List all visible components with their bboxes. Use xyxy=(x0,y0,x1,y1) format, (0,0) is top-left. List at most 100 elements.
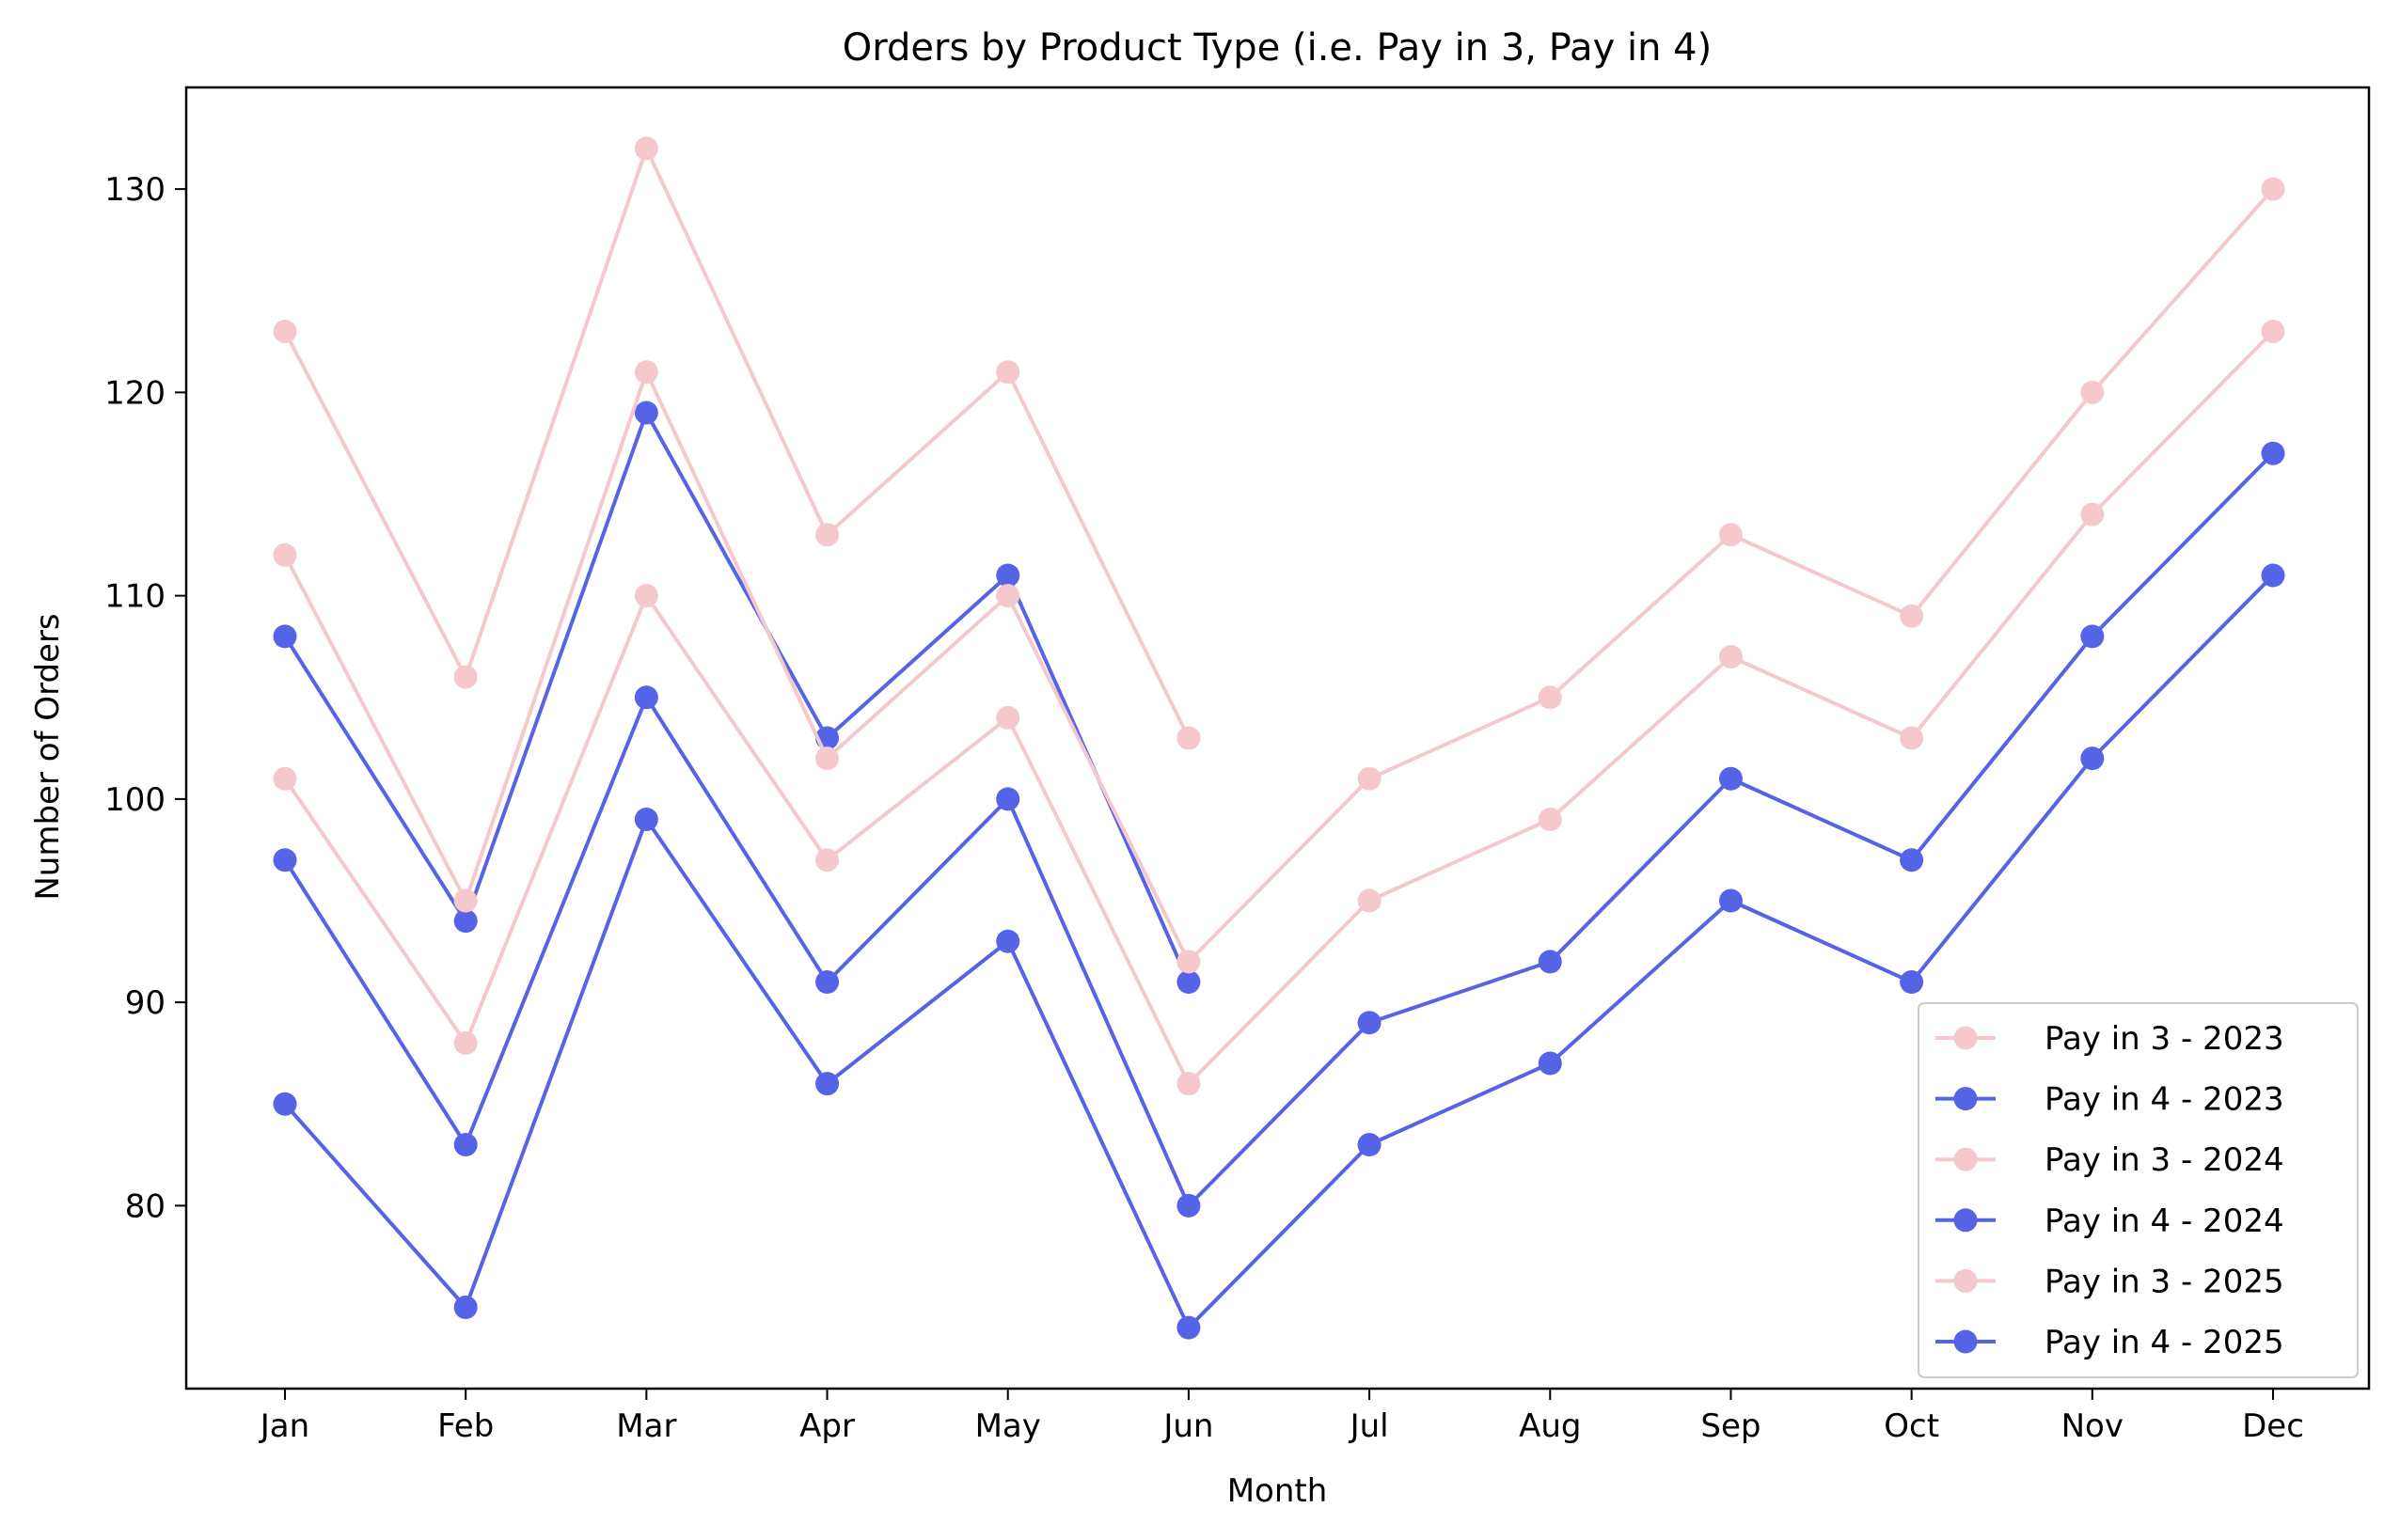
y-axis-ticks: 80 90 100 110 120 130 xyxy=(104,171,186,1225)
data-point xyxy=(1176,950,1201,974)
data-point xyxy=(2080,502,2105,526)
legend-marker xyxy=(1953,1026,1978,1050)
data-point xyxy=(1176,1193,1201,1218)
x-tick-label: Jan xyxy=(259,1407,309,1445)
legend-item: Pay in 3 - 2025 xyxy=(1935,1263,2284,1300)
data-point xyxy=(996,563,1020,588)
data-point xyxy=(1900,848,1924,872)
data-point xyxy=(453,909,478,934)
legend-marker xyxy=(1953,1268,1978,1293)
data-point xyxy=(815,1072,840,1096)
data-point xyxy=(815,848,840,872)
data-point xyxy=(2080,746,2105,771)
data-point xyxy=(1900,970,1924,994)
data-point xyxy=(1718,766,1743,791)
data-point xyxy=(2080,380,2105,404)
x-tick-label: Dec xyxy=(2242,1407,2304,1445)
x-tick-label: May xyxy=(975,1407,1041,1445)
data-point xyxy=(996,360,1020,385)
data-point xyxy=(2261,320,2285,343)
data-point xyxy=(1357,888,1382,913)
data-point xyxy=(2080,624,2105,649)
data-point xyxy=(453,888,478,913)
data-point xyxy=(273,320,297,343)
data-point xyxy=(1176,1072,1201,1096)
data-point xyxy=(815,523,840,547)
data-point xyxy=(815,970,840,994)
legend-marker xyxy=(1953,1329,1978,1354)
data-point xyxy=(273,766,297,791)
legend-item: Pay in 4 - 2023 xyxy=(1935,1081,2284,1119)
legend-marker xyxy=(1953,1208,1978,1233)
data-point xyxy=(1176,1315,1201,1340)
series-layer xyxy=(273,136,2285,1340)
y-tick-label: 90 xyxy=(125,984,166,1022)
legend-label: Pay in 4 - 2024 xyxy=(2045,1202,2284,1240)
plot-frame xyxy=(184,86,2371,1391)
x-tick-label: Apr xyxy=(799,1407,855,1445)
legend-box xyxy=(1918,1002,2359,1378)
data-point xyxy=(453,1030,478,1055)
x-tick-label: Feb xyxy=(437,1407,494,1445)
y-tick-label: 110 xyxy=(104,578,166,616)
data-point xyxy=(273,542,297,567)
legend-label: Pay in 4 - 2025 xyxy=(2045,1324,2284,1361)
data-point xyxy=(634,136,658,161)
series-pay-in-4-2023 xyxy=(273,401,1201,994)
y-tick-label: 100 xyxy=(104,781,166,819)
y-tick-label: 80 xyxy=(125,1187,166,1225)
y-axis-label: Number of Orders xyxy=(29,613,67,900)
data-point xyxy=(996,929,1020,953)
data-point xyxy=(996,705,1020,730)
legend-marker xyxy=(1953,1087,1978,1111)
data-point xyxy=(273,1092,297,1116)
x-tick-label: Sep xyxy=(1700,1407,1761,1445)
series-pay-in-4-2024 xyxy=(273,441,2285,1218)
data-point xyxy=(1538,950,1562,974)
x-tick-label: Nov xyxy=(2061,1407,2124,1445)
legend-marker xyxy=(1953,1147,1978,1171)
chart-title: Orders by Product Type (i.e. Pay in 3, P… xyxy=(843,26,1712,70)
data-point xyxy=(453,1296,478,1319)
x-tick-label: Jun xyxy=(1161,1407,1213,1445)
data-point xyxy=(634,685,658,710)
data-point xyxy=(1538,685,1562,710)
data-point xyxy=(453,665,478,689)
data-point xyxy=(1718,645,1743,668)
data-point xyxy=(1176,726,1201,750)
legend-item: Pay in 4 - 2024 xyxy=(1935,1202,2284,1240)
data-point xyxy=(634,808,658,831)
legend-label: Pay in 3 - 2024 xyxy=(2045,1141,2284,1179)
series-line xyxy=(283,574,2275,1330)
series-line xyxy=(283,411,1191,983)
data-point xyxy=(1357,1133,1382,1156)
legend-label: Pay in 4 - 2023 xyxy=(2045,1081,2284,1119)
data-point xyxy=(1900,726,1924,750)
data-point xyxy=(1538,808,1562,831)
data-point xyxy=(1538,1051,1562,1076)
legend-label: Pay in 3 - 2023 xyxy=(2045,1020,2284,1058)
x-axis-label: Month xyxy=(1227,1472,1328,1510)
data-point xyxy=(634,360,658,385)
data-point xyxy=(1718,888,1743,913)
data-point xyxy=(996,584,1020,608)
series-line xyxy=(283,146,1191,739)
data-point xyxy=(1357,766,1382,791)
x-tick-label: Jul xyxy=(1349,1407,1389,1445)
series-line xyxy=(283,451,2275,1208)
data-point xyxy=(634,401,658,425)
x-tick-label: Oct xyxy=(1884,1407,1939,1445)
data-point xyxy=(1718,523,1743,547)
data-point xyxy=(453,1133,478,1156)
data-point xyxy=(1176,970,1201,994)
series-pay-in-4-2025 xyxy=(273,563,2285,1340)
data-point xyxy=(2261,177,2285,201)
data-point xyxy=(2261,441,2285,465)
data-point xyxy=(2261,563,2285,588)
legend: Pay in 3 - 2023 Pay in 4 - 2023 Pay in 3 -… xyxy=(1918,1002,2359,1378)
legend-label: Pay in 3 - 2025 xyxy=(2045,1263,2284,1300)
data-point xyxy=(273,624,297,649)
data-point xyxy=(1357,1011,1382,1035)
data-point xyxy=(1900,604,1924,628)
